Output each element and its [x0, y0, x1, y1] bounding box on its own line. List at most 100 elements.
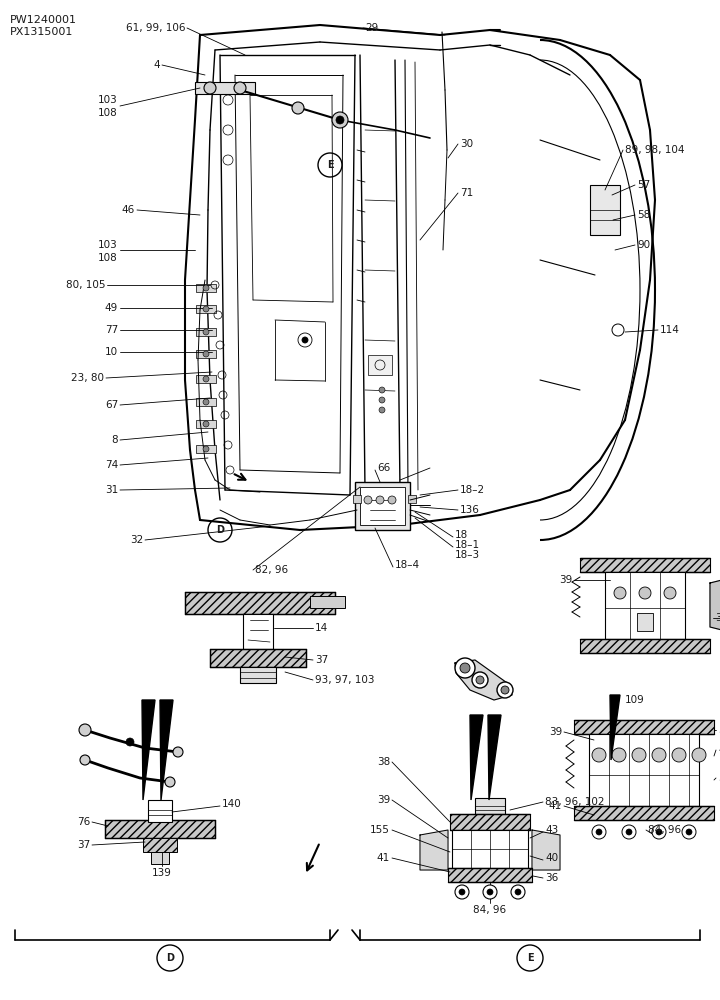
Bar — [148, 800, 172, 822]
Circle shape — [455, 658, 475, 678]
Text: 76: 76 — [77, 817, 90, 827]
Bar — [574, 720, 714, 734]
Circle shape — [203, 329, 209, 335]
Circle shape — [332, 112, 348, 128]
Bar — [185, 592, 335, 614]
Text: 41: 41 — [377, 853, 390, 863]
Bar — [360, 487, 405, 525]
Polygon shape — [532, 830, 560, 870]
Circle shape — [692, 748, 706, 762]
Bar — [355, 482, 410, 530]
Polygon shape — [160, 700, 173, 800]
Bar — [143, 838, 177, 852]
Text: 31: 31 — [104, 485, 118, 495]
Circle shape — [203, 399, 209, 405]
Bar — [408, 495, 416, 503]
Text: 41: 41 — [549, 801, 562, 811]
Bar — [310, 596, 345, 608]
Bar — [196, 398, 216, 406]
Bar — [353, 495, 361, 503]
Text: 4: 4 — [153, 60, 160, 70]
Circle shape — [664, 587, 676, 599]
Text: 14: 14 — [315, 623, 328, 633]
Circle shape — [622, 825, 636, 839]
Circle shape — [234, 82, 246, 94]
Text: 80, 105: 80, 105 — [66, 280, 105, 290]
Text: 108: 108 — [98, 253, 118, 263]
Text: 139: 139 — [152, 868, 172, 878]
Text: 103: 103 — [98, 240, 118, 250]
Circle shape — [626, 829, 632, 835]
Text: 18–1: 18–1 — [455, 540, 480, 550]
Text: 3: 3 — [718, 725, 720, 735]
Text: 40: 40 — [718, 745, 720, 755]
Circle shape — [203, 421, 209, 427]
Text: 90: 90 — [637, 240, 650, 250]
Circle shape — [165, 777, 175, 787]
Text: D: D — [166, 953, 174, 963]
Bar — [240, 667, 276, 683]
Text: 38: 38 — [377, 757, 390, 767]
Bar — [475, 798, 505, 814]
Bar — [196, 350, 216, 358]
Bar — [196, 375, 216, 383]
Circle shape — [379, 407, 385, 413]
Bar — [589, 734, 699, 806]
Bar — [580, 558, 710, 572]
Circle shape — [483, 885, 497, 899]
Polygon shape — [610, 695, 620, 760]
Text: PW1240001: PW1240001 — [10, 15, 77, 25]
Bar — [105, 820, 215, 838]
Bar — [450, 814, 530, 830]
Polygon shape — [455, 660, 512, 700]
Bar — [368, 355, 392, 375]
Bar — [210, 649, 306, 667]
Text: 39: 39 — [377, 795, 390, 805]
Text: 140: 140 — [222, 799, 242, 809]
Text: 58: 58 — [637, 210, 650, 220]
Text: 57: 57 — [637, 180, 650, 190]
Polygon shape — [142, 700, 155, 800]
Text: 84, 96: 84, 96 — [648, 825, 681, 835]
Bar — [196, 328, 216, 336]
Circle shape — [376, 496, 384, 504]
Text: 30: 30 — [460, 139, 473, 149]
Text: 67: 67 — [104, 400, 118, 410]
Circle shape — [173, 747, 183, 757]
Circle shape — [592, 825, 606, 839]
Circle shape — [80, 755, 90, 765]
Text: PX1315001: PX1315001 — [10, 27, 73, 37]
Text: 77: 77 — [104, 325, 118, 335]
Text: 93, 97, 103: 93, 97, 103 — [315, 675, 374, 685]
Bar — [637, 613, 653, 631]
Circle shape — [511, 885, 525, 899]
Circle shape — [203, 351, 209, 357]
Circle shape — [686, 829, 692, 835]
Polygon shape — [710, 578, 720, 632]
Text: 23, 80: 23, 80 — [71, 373, 104, 383]
Circle shape — [364, 496, 372, 504]
Polygon shape — [470, 715, 483, 800]
Text: 66: 66 — [377, 463, 390, 473]
Text: 29: 29 — [365, 23, 378, 33]
Text: 61, 99, 106: 61, 99, 106 — [125, 23, 185, 33]
Circle shape — [515, 889, 521, 895]
Bar — [448, 868, 532, 882]
Text: 37: 37 — [315, 655, 328, 665]
Text: 74: 74 — [104, 460, 118, 470]
Circle shape — [379, 397, 385, 403]
Text: 71: 71 — [460, 188, 473, 198]
Bar — [196, 445, 216, 453]
Text: 32: 32 — [130, 535, 143, 545]
Circle shape — [612, 748, 626, 762]
Circle shape — [501, 686, 509, 694]
Text: 39: 39 — [549, 727, 562, 737]
Circle shape — [203, 446, 209, 452]
Bar — [605, 572, 685, 639]
Circle shape — [126, 738, 134, 746]
Circle shape — [336, 116, 344, 124]
Circle shape — [596, 829, 602, 835]
Bar — [243, 614, 273, 649]
Text: 114: 114 — [660, 325, 680, 335]
Text: 37: 37 — [77, 840, 90, 850]
